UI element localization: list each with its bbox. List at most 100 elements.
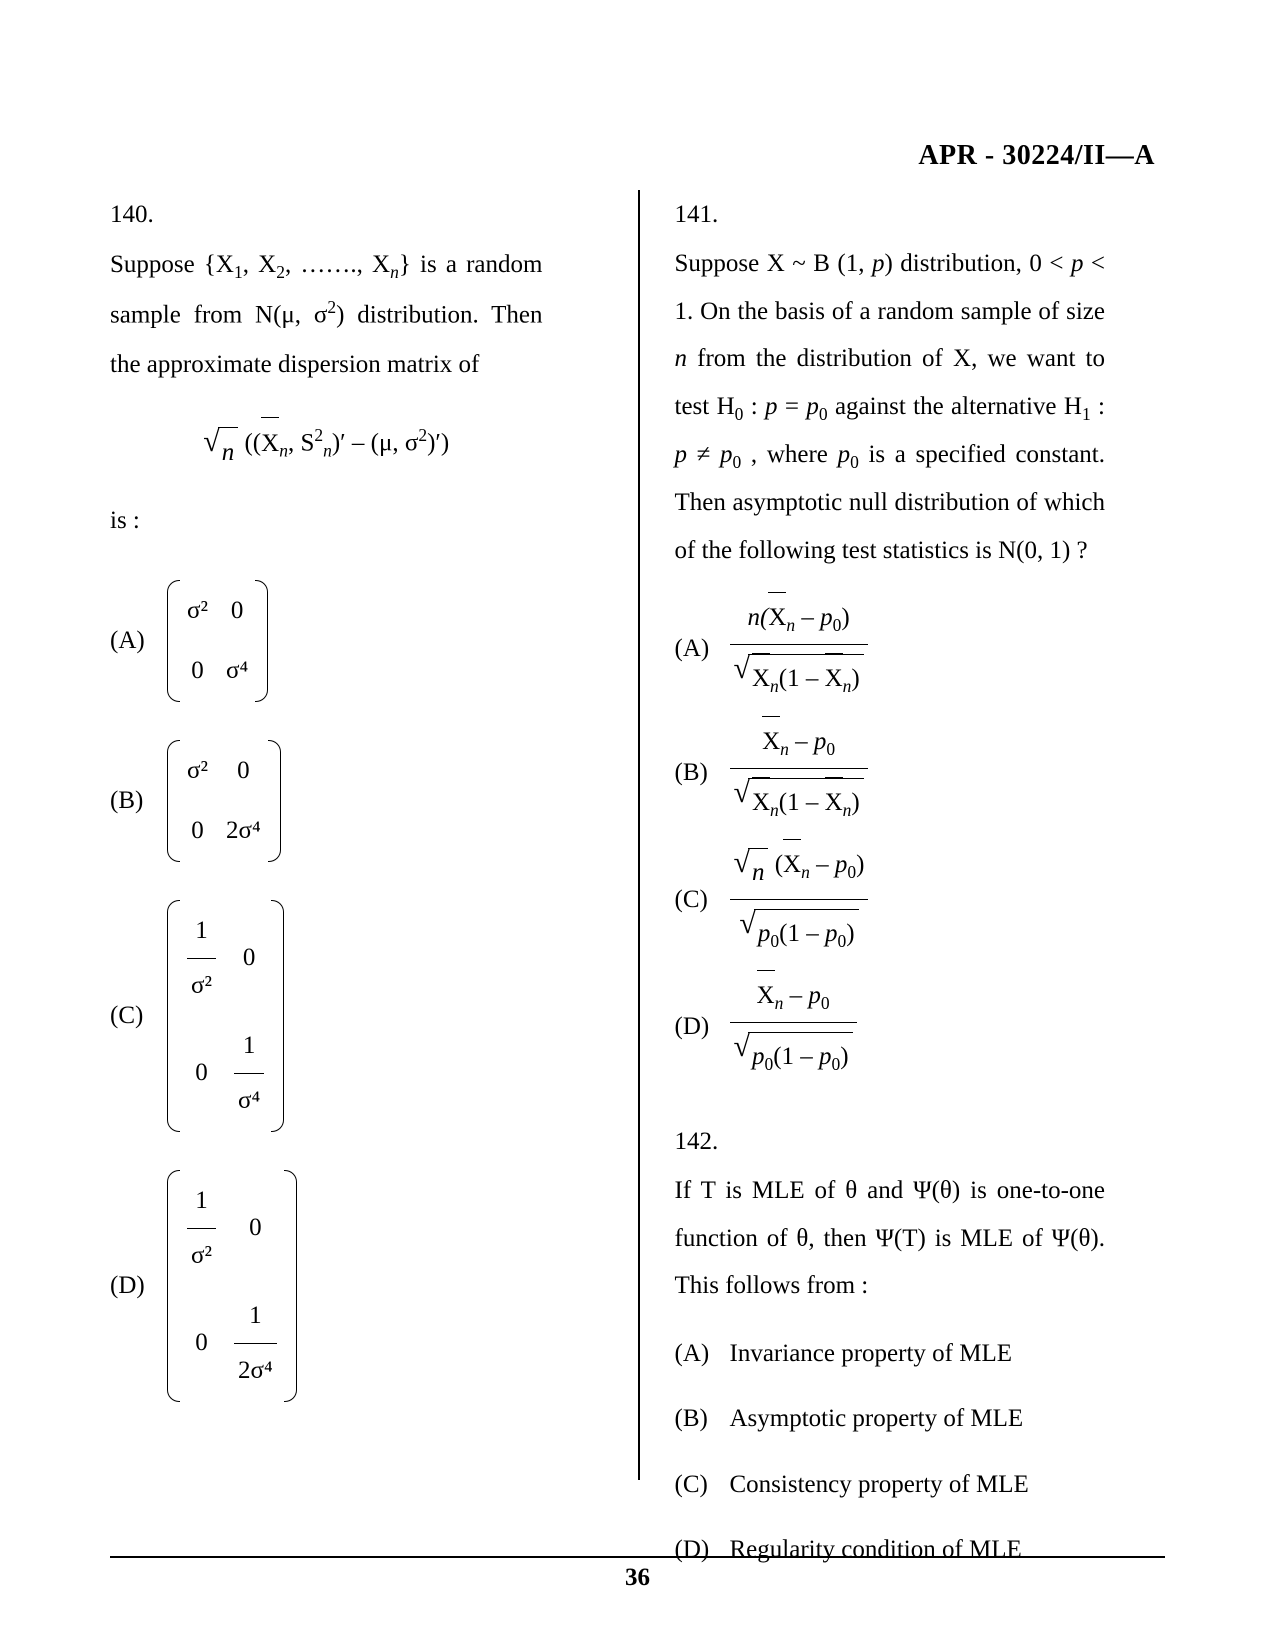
option-label: (B) xyxy=(675,1395,730,1443)
text: )′ – (μ, σ xyxy=(332,430,419,457)
option-label: (A) xyxy=(675,1330,730,1378)
x-bar: X xyxy=(261,419,279,469)
cell: 1σ² xyxy=(187,1176,216,1281)
option-label: (C) xyxy=(675,876,730,924)
question-text: Suppose X ~ B (1, p) distribution, 0 < p… xyxy=(675,240,1106,1095)
text: = xyxy=(778,393,807,420)
cell: 2σ⁴ xyxy=(226,806,261,856)
cell: 0 xyxy=(195,1318,208,1368)
superscript: 2 xyxy=(327,297,336,317)
cell: 0 xyxy=(243,933,256,983)
option-label: (C) xyxy=(110,991,165,1041)
option-label: (D) xyxy=(110,1261,165,1311)
cell: 0 xyxy=(191,806,204,856)
option-label: (B) xyxy=(675,749,730,797)
text: (( xyxy=(238,430,261,457)
option-text: Invariance property of MLE xyxy=(730,1330,1013,1378)
cell: 0 xyxy=(195,1048,208,1098)
text: ) distribution, xyxy=(885,250,1022,277)
option-b: (B)Asymptotic property of MLE xyxy=(675,1395,1106,1443)
subscript: 0 xyxy=(819,404,828,424)
text: If T is MLE of θ and Ψ(θ) is xyxy=(675,1177,987,1204)
left-column: 140. Suppose {X1, X2, ……., Xn} is a rand… xyxy=(110,190,638,1480)
option-c: (C) 1σ² 0 0 1σ⁴ xyxy=(110,896,543,1136)
option-c: (C)Consistency property of MLE xyxy=(675,1461,1106,1509)
option-label: (B) xyxy=(110,776,165,826)
text: from the xyxy=(687,345,786,372)
var-p: p xyxy=(1071,250,1084,277)
text: } is a xyxy=(399,251,457,278)
option-a: (A) n(Xn – p0) √Xn(1 – Xn) xyxy=(675,594,1106,704)
cell: 12σ⁴ xyxy=(234,1291,277,1396)
display-math: √n ((Xn, S2n)′ – (μ, σ2)′) xyxy=(110,418,543,477)
question-text: Suppose {X1, X2, ……., Xn} is a random sa… xyxy=(110,240,543,1436)
option-label: (C) xyxy=(675,1461,730,1509)
question-number: 142. xyxy=(675,1117,733,1167)
page-number: 36 xyxy=(0,1564,1275,1592)
cell: 1σ⁴ xyxy=(234,1021,264,1126)
subscript: 2 xyxy=(276,262,285,282)
cell: 1σ² xyxy=(187,906,216,1011)
superscript: 2 xyxy=(314,425,323,445)
text: Suppose {X xyxy=(110,251,234,278)
columns: 140. Suppose {X1, X2, ……., Xn} is a rand… xyxy=(110,190,1165,1480)
subscript: 0 xyxy=(733,452,742,472)
text: ≠ xyxy=(687,441,720,468)
var-p0: p xyxy=(720,441,733,468)
cell: 0 xyxy=(249,1203,262,1253)
footer-rule xyxy=(110,1556,1165,1558)
text: , S xyxy=(288,430,314,457)
option-text: Consistency property of MLE xyxy=(730,1461,1029,1509)
text: ) xyxy=(336,301,344,328)
option-b: (B) Xn – p0 √Xn(1 – Xn) xyxy=(675,718,1106,828)
var-p: p xyxy=(872,250,885,277)
exam-page: APR - 30224/II—A 140. Suppose {X1, X2, …… xyxy=(0,0,1275,1650)
subscript: n xyxy=(390,262,399,282)
cell: 0 xyxy=(237,746,250,796)
var-p: p xyxy=(675,441,688,468)
text: is : xyxy=(110,496,543,546)
option-c: (C) √n (Xn – p0) √p0(1 – p0) xyxy=(675,841,1106,958)
var-p: p xyxy=(765,393,778,420)
text: dispersion matrix of xyxy=(278,351,479,378)
text: is a specified xyxy=(859,441,1006,468)
fraction: √n (Xn – p0) √p0(1 – p0) xyxy=(730,841,869,958)
question-141: 141. Suppose X ~ B (1, p) distribution, … xyxy=(675,190,1166,1095)
var-p0: p xyxy=(838,441,851,468)
page-header: APR - 30224/II—A xyxy=(918,140,1155,172)
text: : xyxy=(1091,393,1105,420)
option-label: (D) xyxy=(675,1003,730,1051)
subscript: 0 xyxy=(850,452,859,472)
question-text: If T is MLE of θ and Ψ(θ) is one-to-one … xyxy=(675,1167,1106,1592)
subscript: n xyxy=(279,441,288,461)
options: (A)Invariance property of MLE (B)Asympto… xyxy=(675,1330,1106,1574)
option-label: (A) xyxy=(675,625,730,673)
right-column: 141. Suppose X ~ B (1, p) distribution, … xyxy=(638,190,1166,1480)
question-140: 140. Suppose {X1, X2, ……., Xn} is a rand… xyxy=(110,190,603,1436)
subscript: n xyxy=(323,441,332,461)
cell: σ⁴ xyxy=(226,646,248,696)
fraction: n(Xn – p0) √Xn(1 – Xn) xyxy=(730,594,868,704)
options: (A) n(Xn – p0) √Xn(1 – Xn) (B) Xn – p0 √… xyxy=(675,594,1106,1081)
superscript: 2 xyxy=(418,425,427,445)
matrix: σ² 0 0 σ⁴ xyxy=(165,576,270,706)
option-a: (A)Invariance property of MLE xyxy=(675,1330,1106,1378)
matrix: 1σ² 0 0 1σ⁴ xyxy=(165,896,286,1136)
cell: 0 xyxy=(191,646,204,696)
fraction: Xn – p0 √p0(1 – p0) xyxy=(730,972,857,1082)
cell: σ² xyxy=(187,746,208,796)
text: )′) xyxy=(427,430,449,457)
question-number: 141. xyxy=(675,190,733,240)
var-p0: p xyxy=(806,393,819,420)
text: , where xyxy=(741,441,837,468)
question-142: 142. If T is MLE of θ and Ψ(θ) is one-to… xyxy=(675,1117,1166,1592)
matrix: σ² 0 0 2σ⁴ xyxy=(165,736,283,866)
options: (A) σ² 0 0 σ⁴ xyxy=(110,576,543,1406)
text: sample of size xyxy=(961,298,1105,325)
question-number: 140. xyxy=(110,190,168,240)
var-n: n xyxy=(675,345,688,372)
text: H xyxy=(717,393,735,420)
text: , X xyxy=(243,251,276,278)
text: , ……., X xyxy=(285,251,390,278)
option-a: (A) σ² 0 0 σ⁴ xyxy=(110,576,543,706)
